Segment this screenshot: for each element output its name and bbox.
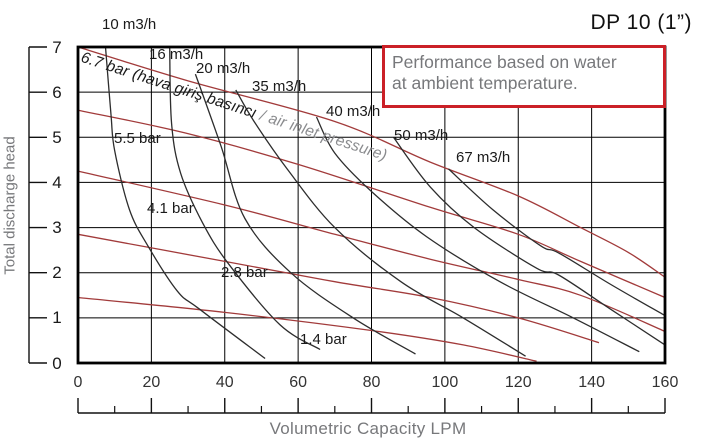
x-tick-label-0: 0 — [73, 374, 83, 391]
y-tick-label-7: 7 — [52, 37, 62, 57]
curve-label-4-1-bar: 4.1 bar — [147, 200, 194, 217]
x-tick-label-60: 60 — [289, 374, 308, 391]
curve-label-20-m3-h: 20 m3/h — [196, 60, 251, 77]
y-tick-label-3: 3 — [52, 218, 62, 238]
x-tick-label-160: 160 — [651, 374, 679, 391]
curve-label-5-5-bar: 5.5 bar — [114, 130, 161, 147]
x-tick-label-20: 20 — [142, 374, 161, 391]
x-axis-title: Volumetric Capacity LPM — [269, 419, 467, 438]
x-tick-label-140: 140 — [578, 374, 605, 391]
curve-label-10-m3-h: 10 m3/h — [102, 16, 157, 33]
x-tick-label-80: 80 — [362, 374, 381, 391]
y-tick-label-5: 5 — [52, 127, 62, 147]
curve-label-16-m3-h: 16 m3/h — [149, 46, 204, 63]
chart-title: DP 10 (1”) — [590, 11, 692, 34]
performance-note-line1: Performance based on water — [392, 52, 617, 72]
y-tick-label-2: 2 — [52, 263, 62, 283]
x-tick-label-120: 120 — [504, 374, 532, 391]
performance-note-box: Performance based on water at ambient te… — [382, 45, 666, 108]
curve-label-40-m3-h: 40 m3/h — [326, 103, 381, 120]
curve-label-50-m3-h: 50 m3/h — [394, 127, 449, 144]
y-tick-label-4: 4 — [52, 172, 62, 192]
x-tick-label-100: 100 — [431, 374, 459, 391]
performance-note-line2: at ambient temperature. — [392, 73, 578, 93]
curve-label-2-8-bar: 2.8 bar — [221, 264, 268, 281]
curve-label-67-m3-h: 67 m3/h — [456, 149, 511, 166]
y-tick-label-6: 6 — [52, 82, 62, 102]
y-axis-title: Total discharge head — [1, 136, 19, 275]
y-tick-label-1: 1 — [52, 308, 62, 328]
y-tick-label-0: 0 — [52, 353, 62, 373]
x-tick-label-40: 40 — [215, 374, 234, 391]
curve-label-35-m3-h: 35 m3/h — [252, 78, 307, 95]
curve-label-1-4-bar: 1.4 bar — [300, 331, 347, 348]
